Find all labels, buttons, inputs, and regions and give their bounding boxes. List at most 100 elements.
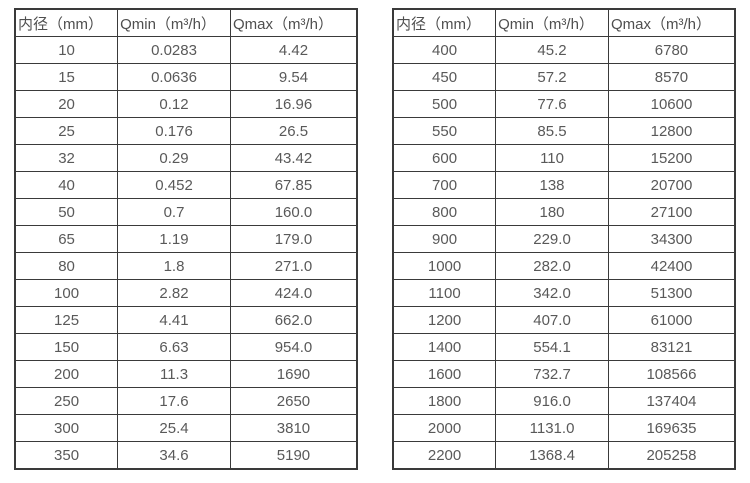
qmax-cell: 43.42 xyxy=(229,144,358,172)
diameter-cell: 300 xyxy=(14,414,119,442)
table-row: 1400 554.1 83121 xyxy=(392,333,736,361)
table-row: 40 0.452 67.85 xyxy=(14,171,358,199)
column-header: 内径（mm） xyxy=(14,8,119,37)
qmax-cell: 424.0 xyxy=(229,279,358,307)
qmax-cell: 954.0 xyxy=(229,333,358,361)
qmax-cell: 27100 xyxy=(607,198,736,226)
table-row: 250 17.6 2650 xyxy=(14,387,358,415)
qmax-cell: 205258 xyxy=(607,441,736,470)
qmin-cell: 1.19 xyxy=(117,225,231,253)
qmax-cell: 137404 xyxy=(607,387,736,415)
table-row: 1100 342.0 51300 xyxy=(392,279,736,307)
table-row: 150 6.63 954.0 xyxy=(14,333,358,361)
diameter-cell: 450 xyxy=(392,63,497,91)
column-header: Qmax（m³/h） xyxy=(607,8,736,37)
diameter-cell: 125 xyxy=(14,306,119,334)
diameter-cell: 50 xyxy=(14,198,119,226)
qmin-cell: 0.0636 xyxy=(117,63,231,91)
diameter-cell: 32 xyxy=(14,144,119,172)
qmin-cell: 11.3 xyxy=(117,360,231,388)
diameter-cell: 500 xyxy=(392,90,497,118)
qmax-cell: 12800 xyxy=(607,117,736,145)
qmin-cell: 77.6 xyxy=(495,90,609,118)
qmax-cell: 26.5 xyxy=(229,117,358,145)
diameter-cell: 1000 xyxy=(392,252,497,280)
qmin-cell: 17.6 xyxy=(117,387,231,415)
diameter-cell: 20 xyxy=(14,90,119,118)
diameter-cell: 1100 xyxy=(392,279,497,307)
qmin-cell: 4.41 xyxy=(117,306,231,334)
qmax-cell: 16.96 xyxy=(229,90,358,118)
diameter-cell: 1800 xyxy=(392,387,497,415)
qmin-cell: 1.8 xyxy=(117,252,231,280)
table-row: 100 2.82 424.0 xyxy=(14,279,358,307)
qmax-cell: 169635 xyxy=(607,414,736,442)
qmin-cell: 1131.0 xyxy=(495,414,609,442)
qmin-cell: 138 xyxy=(495,171,609,199)
qmax-cell: 662.0 xyxy=(229,306,358,334)
qmin-cell: 6.63 xyxy=(117,333,231,361)
qmin-cell: 407.0 xyxy=(495,306,609,334)
diameter-cell: 1200 xyxy=(392,306,497,334)
qmax-cell: 34300 xyxy=(607,225,736,253)
qmax-cell: 10600 xyxy=(607,90,736,118)
qmin-cell: 110 xyxy=(495,144,609,172)
diameter-cell: 25 xyxy=(14,117,119,145)
table-row: 65 1.19 179.0 xyxy=(14,225,358,253)
qmax-cell: 160.0 xyxy=(229,198,358,226)
table-row: 50 0.7 160.0 xyxy=(14,198,358,226)
table-row: 10 0.0283 4.42 xyxy=(14,36,358,64)
flow-table-small-diameters: 内径（mm） Qmin（m³/h） Qmax（m³/h） 10 0.0283 4.42 1… xyxy=(14,8,358,470)
table-row: 2000 1131.0 169635 xyxy=(392,414,736,442)
qmin-cell: 554.1 xyxy=(495,333,609,361)
table-row: 350 34.6 5190 xyxy=(14,441,358,470)
qmin-cell: 916.0 xyxy=(495,387,609,415)
table-row: 20 0.12 16.96 xyxy=(14,90,358,118)
qmax-cell: 51300 xyxy=(607,279,736,307)
qmax-cell: 5190 xyxy=(229,441,358,470)
diameter-cell: 900 xyxy=(392,225,497,253)
diameter-cell: 100 xyxy=(14,279,119,307)
qmax-cell: 271.0 xyxy=(229,252,358,280)
table-row: 1800 916.0 137404 xyxy=(392,387,736,415)
diameter-cell: 2000 xyxy=(392,414,497,442)
qmax-cell: 15200 xyxy=(607,144,736,172)
diameter-cell: 80 xyxy=(14,252,119,280)
qmin-cell: 229.0 xyxy=(495,225,609,253)
qmax-cell: 83121 xyxy=(607,333,736,361)
qmax-cell: 2650 xyxy=(229,387,358,415)
qmax-cell: 8570 xyxy=(607,63,736,91)
table-row: 550 85.5 12800 xyxy=(392,117,736,145)
diameter-cell: 15 xyxy=(14,63,119,91)
diameter-cell: 350 xyxy=(14,441,119,470)
qmin-cell: 732.7 xyxy=(495,360,609,388)
diameter-cell: 250 xyxy=(14,387,119,415)
qmax-cell: 108566 xyxy=(607,360,736,388)
column-header: 内径（mm） xyxy=(392,8,497,37)
qmin-cell: 0.12 xyxy=(117,90,231,118)
qmax-cell: 61000 xyxy=(607,306,736,334)
table-row: 32 0.29 43.42 xyxy=(14,144,358,172)
diameter-cell: 550 xyxy=(392,117,497,145)
qmax-cell: 3810 xyxy=(229,414,358,442)
table-row: 400 45.2 6780 xyxy=(392,36,736,64)
table-row: 1200 407.0 61000 xyxy=(392,306,736,334)
table-row: 1000 282.0 42400 xyxy=(392,252,736,280)
table-row: 125 4.41 662.0 xyxy=(14,306,358,334)
qmax-cell: 20700 xyxy=(607,171,736,199)
qmin-cell: 1368.4 xyxy=(495,441,609,470)
qmin-cell: 0.176 xyxy=(117,117,231,145)
diameter-cell: 800 xyxy=(392,198,497,226)
diameter-cell: 400 xyxy=(392,36,497,64)
diameter-cell: 600 xyxy=(392,144,497,172)
table-row: 15 0.0636 9.54 xyxy=(14,63,358,91)
column-header: Qmin（m³/h） xyxy=(117,8,231,37)
diameter-cell: 2200 xyxy=(392,441,497,470)
qmax-cell: 9.54 xyxy=(229,63,358,91)
diameter-cell: 700 xyxy=(392,171,497,199)
qmax-cell: 1690 xyxy=(229,360,358,388)
qmin-cell: 0.29 xyxy=(117,144,231,172)
qmin-cell: 0.0283 xyxy=(117,36,231,64)
qmax-cell: 6780 xyxy=(607,36,736,64)
table-row: 450 57.2 8570 xyxy=(392,63,736,91)
